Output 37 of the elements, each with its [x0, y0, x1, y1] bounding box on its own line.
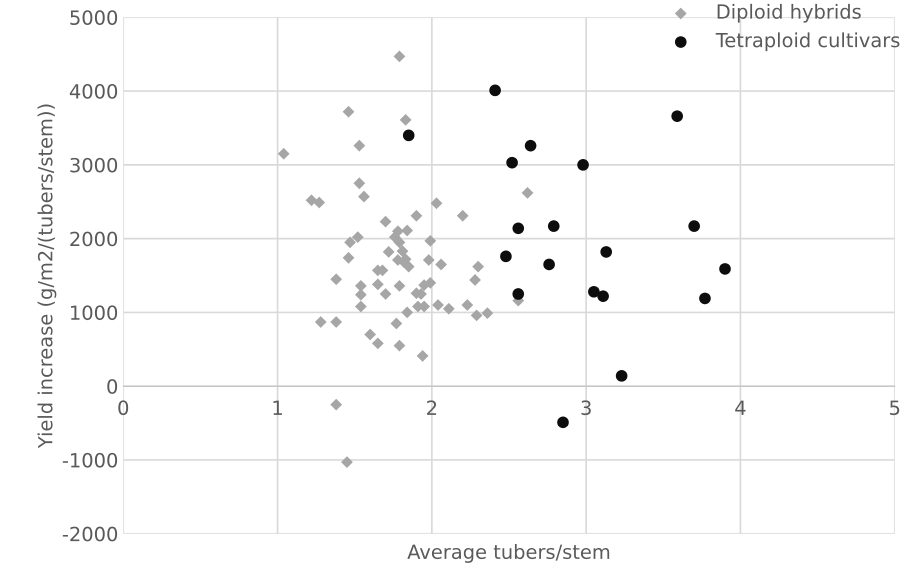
point — [597, 290, 609, 302]
point — [588, 286, 600, 298]
legend-label: Tetraploid cultivars — [716, 32, 900, 52]
point — [548, 220, 560, 232]
point — [524, 140, 536, 152]
y-tick-label: 3000 — [70, 158, 118, 173]
y-axis-title: Yield increase (g/m2/(tubers/stem)) — [38, 104, 56, 448]
point — [489, 84, 501, 96]
y-tick-label: -1000 — [62, 452, 118, 468]
x-tick-label: 3 — [581, 400, 591, 416]
y-tick-label: 5000 — [70, 10, 118, 25]
legend-label: Diploid hybrids — [718, 4, 861, 23]
point — [616, 370, 628, 382]
point — [577, 159, 589, 171]
point — [543, 258, 555, 270]
point — [600, 246, 612, 258]
point — [719, 263, 731, 275]
x-tick-label: 5 — [890, 400, 900, 416]
y-tick-label: 2000 — [70, 232, 118, 246]
point — [671, 110, 683, 122]
point — [512, 288, 524, 300]
x-tick-label: 4 — [735, 400, 746, 415]
x-tick-label: 1 — [274, 400, 282, 415]
point — [500, 250, 512, 262]
x-tick-label: 2 — [427, 400, 436, 415]
y-tick-label: 4000 — [70, 84, 118, 99]
y-tick-label: 0 — [107, 379, 118, 394]
point — [688, 220, 700, 232]
point — [699, 292, 711, 304]
x-tick-label: 0 — [118, 400, 128, 416]
point — [402, 130, 415, 142]
x-axis-title: Average tubers/stem — [407, 544, 610, 563]
y-tick-label: -2000 — [62, 526, 118, 542]
point — [506, 156, 518, 168]
y-tick-label: 1000 — [71, 305, 118, 320]
point — [557, 416, 569, 428]
point — [512, 222, 524, 234]
